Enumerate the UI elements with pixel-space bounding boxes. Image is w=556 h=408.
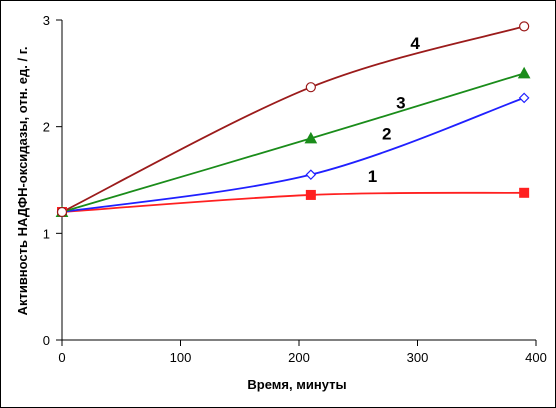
y-tick-label: 1: [43, 226, 50, 241]
series-markers: [55, 21, 531, 218]
series-line-4: [61, 25, 525, 213]
data-point-4-2: [519, 21, 530, 32]
data-point-1-2: [519, 187, 530, 198]
data-point-4-0: [56, 206, 68, 218]
series-label-3: 3: [396, 94, 405, 113]
data-point-2-2: [518, 92, 530, 104]
x-tick-label: 0: [58, 350, 65, 365]
series-labels: 1 23 4: [368, 34, 421, 186]
data-point-3-1: [304, 131, 318, 144]
y-axis-title: Активность НАДФН-оксидазы, отн. ед. / г.: [15, 47, 30, 316]
x-tick-label: 100: [170, 350, 192, 365]
x-tick-label: 300: [407, 350, 429, 365]
y-tick-label: 0: [43, 333, 50, 348]
x-tick-label: 400: [525, 350, 547, 365]
data-point-2-1: [305, 169, 317, 181]
data-point-3-2: [517, 66, 531, 79]
y-tick-label: 3: [43, 13, 50, 28]
series-label-4: 4: [410, 34, 420, 53]
x-axis-title: Время, минуты: [247, 377, 346, 392]
y-tick-label: 2: [43, 120, 50, 135]
series-label-1: 1: [368, 167, 377, 186]
data-point-4-1: [305, 82, 316, 93]
data-point-1-1: [305, 189, 316, 200]
x-tick-label: 200: [288, 350, 310, 365]
series-label-2: 2: [382, 124, 391, 143]
series-line-1: [61, 191, 525, 213]
series-lines: [61, 25, 525, 213]
